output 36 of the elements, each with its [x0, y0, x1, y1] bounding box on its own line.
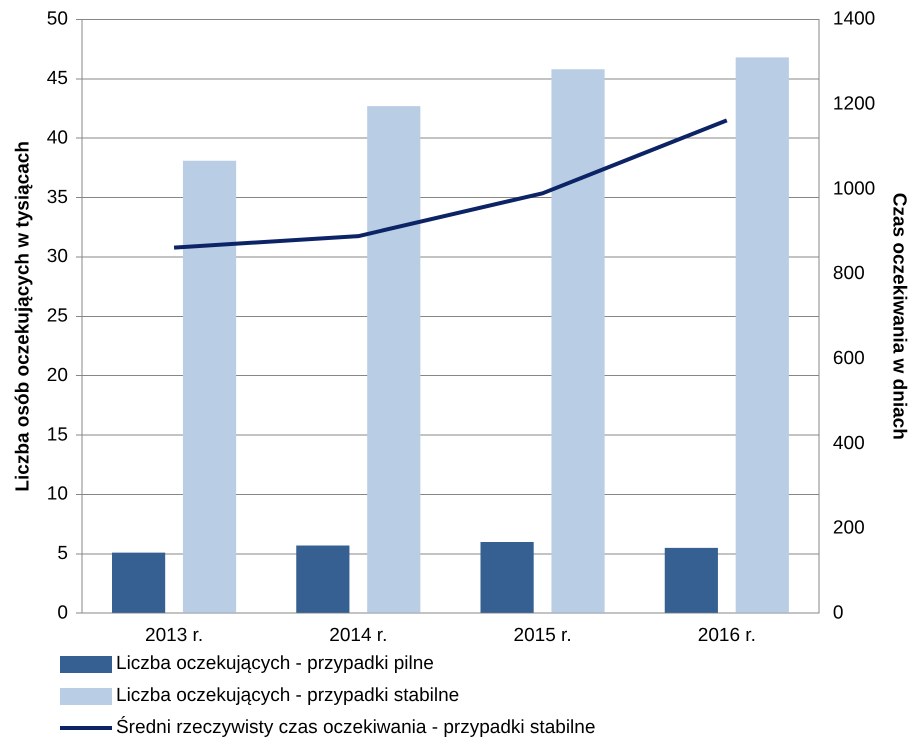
y-tick-label: 20: [46, 364, 68, 386]
y2-tick-label: 800: [832, 263, 865, 284]
x-tick-label: 2015 r.: [514, 624, 572, 646]
y-tick-label: 30: [46, 246, 68, 268]
bar: [296, 546, 350, 613]
bar: [367, 106, 420, 613]
y-tick-label: 5: [57, 543, 68, 564]
bar: [112, 552, 166, 613]
bar: [736, 57, 789, 613]
y-tick-label: 0: [57, 602, 68, 624]
legend-label: Liczba oczekujących - przypadki stabilne: [116, 685, 460, 707]
y2-tick-label: 200: [832, 518, 865, 539]
y-tick-label: 35: [46, 186, 68, 208]
y2-tick-label: 0: [832, 602, 844, 624]
y-tick-label: 40: [46, 127, 68, 148]
y-axis-title: Liczba osób oczekujących w tysiącach: [12, 141, 34, 492]
bar: [480, 542, 534, 613]
legend-label: Liczba oczekujących - przypadki pilne: [116, 653, 434, 675]
legend-label: Średni rzeczywisty czas oczekiwania - przypadki stabilne: [116, 717, 596, 739]
bar: [664, 548, 718, 613]
y2-axis-title: Czas oczekiwania w dniach: [888, 192, 910, 440]
x-tick-label: 2014 r.: [329, 624, 388, 646]
y-tick-label: 15: [46, 424, 68, 446]
y2-tick-label: 1200: [832, 93, 876, 114]
x-tick-label: 2013 r.: [145, 624, 204, 646]
x-tick-label: 2016 r.: [698, 624, 756, 646]
y2-tick-label: 1000: [832, 178, 876, 200]
y2-tick-label: 400: [832, 432, 865, 454]
bar: [182, 160, 236, 613]
y2-tick-label: 1400: [832, 8, 876, 30]
y2-tick-label: 600: [832, 348, 865, 369]
y-tick-label: 45: [46, 68, 68, 90]
bar: [551, 69, 605, 613]
y-tick-label: 10: [46, 484, 68, 505]
y-tick-label: 50: [46, 8, 68, 30]
y-tick-label: 25: [46, 306, 68, 327]
